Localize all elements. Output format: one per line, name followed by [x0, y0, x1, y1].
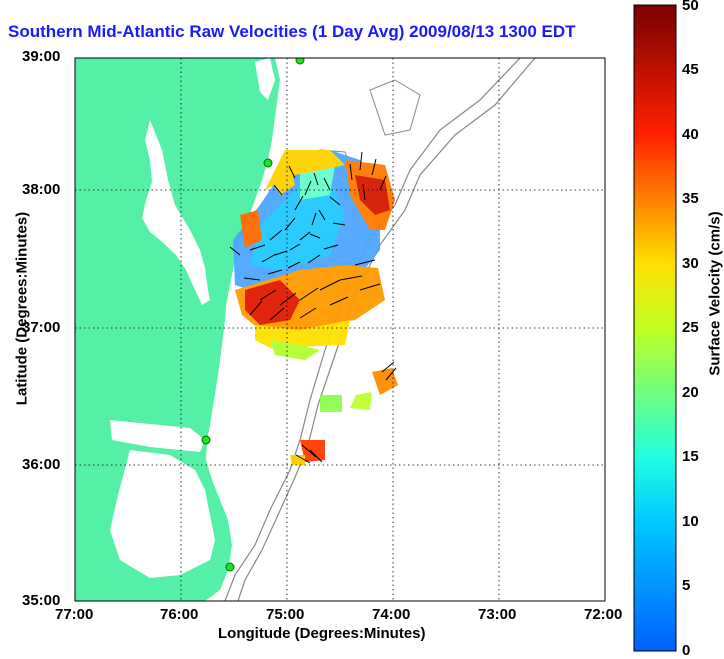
map-title-text: Southern Mid-Atlantic Raw Velocities (1 … [8, 22, 576, 41]
x-tick-label: 75:00 [266, 606, 305, 623]
x-tick-label: 74:00 [372, 606, 411, 623]
bathymetry-contour [369, 79, 421, 136]
map-frame [74, 57, 606, 602]
x-tick-label: 76:00 [160, 606, 199, 623]
colorbar-tick: 35 [682, 190, 699, 207]
colorbar-tick: 20 [682, 384, 699, 401]
colorbar-tick: 15 [682, 448, 699, 465]
chesapeake-bay [142, 120, 210, 305]
x-tick-label: 72:00 [584, 606, 623, 623]
pamlico-sound [110, 450, 215, 578]
radar-site-marker [263, 158, 273, 168]
grid-lines [75, 58, 605, 601]
colorbar-tick: 45 [682, 61, 699, 78]
colorbar-tick: 0 [682, 642, 691, 659]
colorbar-tick: 10 [682, 513, 699, 530]
x-tick-label: 77:00 [55, 606, 94, 623]
x-axis-label: Longitude (Degrees:Minutes) [218, 625, 426, 642]
radar-site-marker [295, 58, 305, 65]
y-tick-label: 38:00 [22, 181, 61, 198]
map-title: Southern Mid-Atlantic Raw Velocities (1 … [8, 22, 576, 42]
bathymetry-contour [224, 58, 521, 601]
y-tick-label: 39:00 [22, 48, 61, 65]
y-tick-label: 35:00 [22, 592, 61, 609]
velocity-vectors [229, 151, 397, 464]
velocity-field [233, 150, 398, 465]
bathymetry-contour [237, 58, 536, 601]
colorbar-tick: 5 [682, 577, 691, 594]
radar-site-marker [201, 435, 211, 445]
radar-site-marker [225, 562, 235, 572]
y-tick-label: 37:00 [22, 319, 61, 336]
delaware-bay [255, 58, 275, 100]
colorbar-tick: 40 [682, 126, 699, 143]
colorbar-label: Surface Velocity (cm/s) [706, 211, 724, 376]
colorbar-tick: 30 [682, 255, 699, 272]
colorbar-tick: 50 [682, 0, 699, 14]
colorbar-tick: 25 [682, 319, 699, 336]
colorbar [633, 4, 677, 652]
x-tick-label: 73:00 [478, 606, 517, 623]
y-tick-label: 36:00 [22, 456, 61, 473]
y-axis-label: Latitude (Degrees:Minutes) [13, 211, 31, 406]
